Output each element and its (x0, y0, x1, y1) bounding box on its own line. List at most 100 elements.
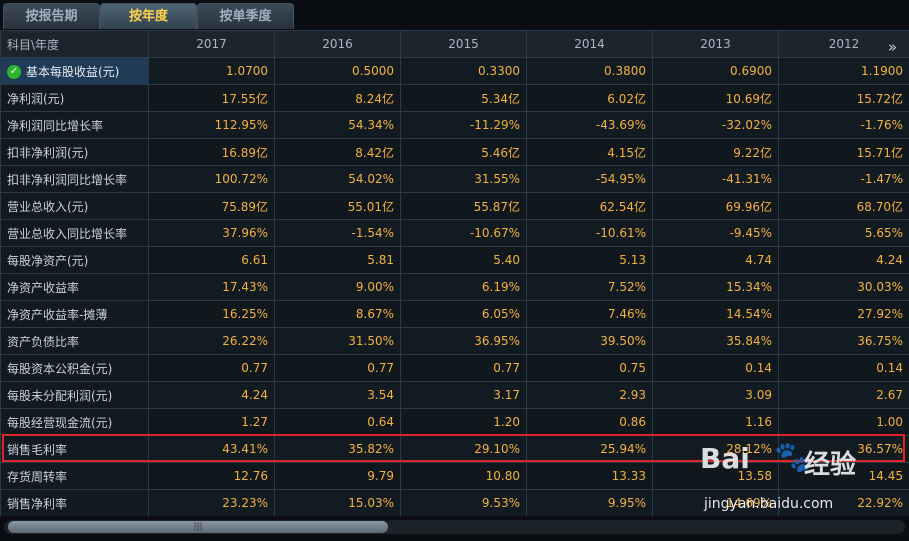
table-row[interactable]: 净资产收益率-摊薄 16.25% 8.67% 6.05% 7.46% 14.54% 27.9… (0, 300, 909, 328)
value-cell: 0.77 (400, 354, 527, 382)
value-cell: 2.67 (778, 381, 909, 409)
next-page-icon[interactable]: » (887, 38, 897, 56)
row-label-text: 销售净利率 (7, 496, 68, 511)
value-cell: 100.72% (148, 165, 275, 193)
row-label: 扣非净利润同比增长率 (0, 165, 149, 193)
value-cell: 55.87亿 (400, 192, 527, 220)
year-header[interactable]: 2016 (274, 30, 401, 58)
value-cell: 6.05% (400, 300, 527, 328)
value-cell: 5.65% (778, 219, 909, 247)
row-label: 扣非净利润(元) (0, 138, 149, 166)
value-cell: 1.1900 (778, 57, 909, 85)
value-cell: -41.31% (652, 165, 779, 193)
value-cell: 1.0700 (148, 57, 275, 85)
year-header[interactable]: 2014 (526, 30, 653, 58)
value-cell: 28.12% (652, 435, 779, 463)
value-cell: 4.15亿 (526, 138, 653, 166)
value-cell: 5.81 (274, 246, 401, 274)
table-row[interactable]: 营业总收入(元) 75.89亿 55.01亿 55.87亿 62.54亿 69.96亿 68… (0, 192, 909, 220)
row-label: 净利润同比增长率 (0, 111, 149, 139)
value-cell: 36.75% (778, 327, 909, 355)
year-header[interactable]: 2017 (148, 30, 275, 58)
value-cell: 0.77 (274, 354, 401, 382)
table-row[interactable]: 资产负债比率 26.22% 31.50% 36.95% 39.50% 35.84% 36.7… (0, 327, 909, 355)
table-row[interactable]: 每股经营现金流(元) 1.27 0.64 1.20 0.86 1.16 1.00 (0, 408, 909, 436)
row-label-text: 每股经营现金流(元) (7, 415, 113, 430)
row-label: 净利润(元) (0, 84, 149, 112)
row-label: 销售净利率 (0, 489, 149, 517)
row-label-text: 资产负债比率 (7, 334, 80, 349)
value-cell: 13.58 (652, 462, 779, 490)
value-cell: 112.95% (148, 111, 275, 139)
horizontal-scrollbar[interactable]: ||| (0, 516, 909, 541)
tab-bar: 按报告期 按年度 按单季度 (0, 0, 909, 30)
value-cell: 1.27 (148, 408, 275, 436)
value-cell: 26.22% (148, 327, 275, 355)
value-cell: -32.02% (652, 111, 779, 139)
value-cell: -1.47% (778, 165, 909, 193)
value-cell: 16.25% (148, 300, 275, 328)
value-cell: 43.41% (148, 435, 275, 463)
table-row[interactable]: 销售毛利率 43.41% 35.82% 29.10% 25.94% 28.12% 36.57… (0, 435, 909, 463)
header-row: 科目\年度 2017 2016 2015 2014 2013 2012 (0, 30, 909, 58)
value-cell: -10.61% (526, 219, 653, 247)
table-row[interactable]: 销售净利率 23.23% 15.03% 9.53% 9.95% 14.69% 22.92% (0, 489, 909, 517)
tab-by-quarter[interactable]: 按单季度 (197, 3, 294, 29)
table-row[interactable]: 扣非净利润(元) 16.89亿 8.42亿 5.46亿 4.15亿 9.22亿 15.71亿 (0, 138, 909, 166)
value-cell: 27.92% (778, 300, 909, 328)
value-cell: 39.50% (526, 327, 653, 355)
table-row[interactable]: 每股资本公积金(元) 0.77 0.77 0.77 0.75 0.14 0.14 (0, 354, 909, 382)
table-row[interactable]: 净利润同比增长率 112.95% 54.34% -11.29% -43.69% -32.0… (0, 111, 909, 139)
scroll-thumb[interactable]: ||| (8, 521, 388, 533)
value-cell: 8.67% (274, 300, 401, 328)
table-row[interactable]: ✓ 基本每股收益(元) 1.0700 0.5000 0.3300 0.3800 0.6900… (0, 57, 909, 85)
value-cell: 0.77 (148, 354, 275, 382)
row-label-text: 营业总收入(元) (7, 199, 89, 214)
value-cell: 16.89亿 (148, 138, 275, 166)
value-cell: 10.69亿 (652, 84, 779, 112)
table-row[interactable]: 每股净资产(元) 6.61 5.81 5.40 5.13 4.74 4.24 (0, 246, 909, 274)
row-label-text: 每股净资产(元) (7, 253, 89, 268)
value-cell: 22.92% (778, 489, 909, 517)
value-cell: 13.33 (526, 462, 653, 490)
value-cell: 15.71亿 (778, 138, 909, 166)
value-cell: 1.16 (652, 408, 779, 436)
row-label: 每股资本公积金(元) (0, 354, 149, 382)
year-header[interactable]: 2015 (400, 30, 527, 58)
year-header[interactable]: 2012 (778, 30, 909, 58)
year-header[interactable]: 2013 (652, 30, 779, 58)
value-cell: 5.40 (400, 246, 527, 274)
value-cell: 5.46亿 (400, 138, 527, 166)
value-cell: 9.22亿 (652, 138, 779, 166)
value-cell: 54.02% (274, 165, 401, 193)
value-cell: 75.89亿 (148, 192, 275, 220)
value-cell: 7.46% (526, 300, 653, 328)
value-cell: 3.17 (400, 381, 527, 409)
value-cell: 0.86 (526, 408, 653, 436)
value-cell: 6.61 (148, 246, 275, 274)
row-label-text: 扣非净利润同比增长率 (7, 172, 128, 187)
value-cell: 9.79 (274, 462, 401, 490)
row-label: 营业总收入(元) (0, 192, 149, 220)
row-label-text: 净利润同比增长率 (7, 118, 104, 133)
table-row[interactable]: 营业总收入同比增长率 37.96% -1.54% -10.67% -10.61% -9.4… (0, 219, 909, 247)
financial-table: 科目\年度 2017 2016 2015 2014 2013 2012 ✓ 基本每… (0, 30, 909, 517)
value-cell: 15.03% (274, 489, 401, 517)
tab-by-report-period[interactable]: 按报告期 (3, 3, 100, 29)
row-label: 销售毛利率 (0, 435, 149, 463)
value-cell: 1.00 (778, 408, 909, 436)
row-label: 营业总收入同比增长率 (0, 219, 149, 247)
table-row[interactable]: 扣非净利润同比增长率 100.72% 54.02% 31.55% -54.95% -41.… (0, 165, 909, 193)
table-row[interactable]: 存货周转率 12.76 9.79 10.80 13.33 13.58 14.45 (0, 462, 909, 490)
table-row[interactable]: 每股未分配利润(元) 4.24 3.54 3.17 2.93 3.09 2.67 (0, 381, 909, 409)
tab-by-year[interactable]: 按年度 (100, 3, 197, 29)
value-cell: 30.03% (778, 273, 909, 301)
value-cell: -1.54% (274, 219, 401, 247)
value-cell: 36.57% (778, 435, 909, 463)
value-cell: 14.69% (652, 489, 779, 517)
table-row[interactable]: 净利润(元) 17.55亿 8.24亿 5.34亿 6.02亿 10.69亿 15.72亿 (0, 84, 909, 112)
value-cell: 5.34亿 (400, 84, 527, 112)
table-row[interactable]: 净资产收益率 17.43% 9.00% 6.19% 7.52% 15.34% 30.03% (0, 273, 909, 301)
row-label: 资产负债比率 (0, 327, 149, 355)
row-label-text: 净资产收益率 (7, 280, 80, 295)
